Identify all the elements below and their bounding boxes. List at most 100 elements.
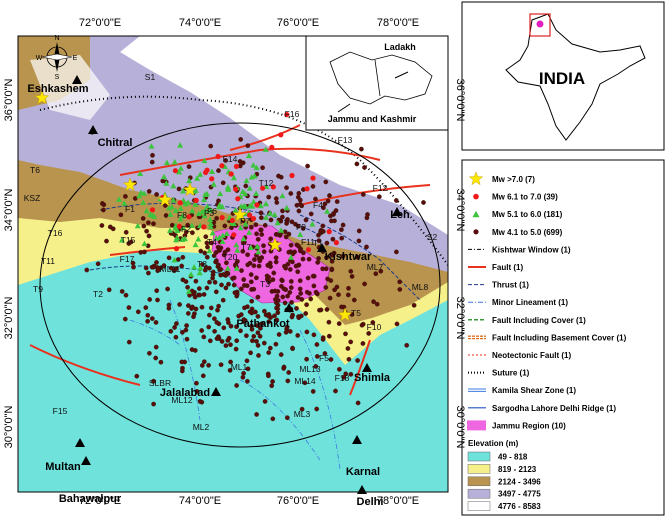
quake-dot: [201, 359, 207, 365]
quake-red: [219, 163, 225, 169]
overview-label: INDIA: [539, 69, 585, 88]
quake-dot: [270, 379, 275, 384]
quake-dot: [267, 345, 273, 351]
quake-dot: [376, 194, 382, 200]
quake-dot: [374, 301, 380, 307]
legend-label: Jammu Region (10): [492, 421, 566, 430]
feature-label: F18: [335, 373, 350, 383]
quake-dot: [273, 259, 279, 265]
quake-dot: [135, 309, 141, 315]
quake-dot: [301, 250, 306, 256]
quake-triangle: [140, 199, 147, 205]
quake-triangle: [188, 222, 195, 228]
quake-triangle: [166, 205, 173, 211]
quake-triangle: [208, 168, 215, 175]
feature-label: ML1: [231, 362, 248, 372]
quake-triangle: [134, 222, 141, 229]
quake-triangle: [234, 247, 241, 253]
quake-triangle: [213, 235, 220, 241]
quake-dot: [282, 300, 288, 306]
lat-label: 32°0'0"N: [454, 297, 466, 340]
quake-dot: [273, 341, 279, 347]
quake-dot: [183, 279, 189, 284]
quake-dot: [283, 265, 289, 271]
quake-triangle: [297, 231, 304, 238]
quake-dot: [269, 383, 275, 389]
quake-dot: [256, 353, 261, 358]
quake-triangle: [262, 200, 269, 207]
quake-dot: [323, 266, 329, 272]
quake-dot: [201, 334, 207, 340]
elevation-swatch: [467, 488, 491, 499]
quake-dot: [286, 231, 292, 237]
quake-dot: [349, 274, 355, 279]
quake-dot: [193, 306, 199, 312]
quake-dot: [288, 191, 294, 196]
quake-dot: [260, 165, 265, 171]
feature-label: T15: [121, 235, 136, 245]
quake-dot: [370, 320, 376, 325]
quake-dot: [308, 296, 314, 302]
quake-dot: [223, 285, 229, 291]
quake-dot: [255, 314, 261, 319]
quake-dot: [313, 364, 319, 369]
quake-dot: [318, 227, 324, 233]
quake-dot: [132, 196, 138, 201]
quake-dot: [123, 292, 129, 298]
lat-label: 36°0'0"N: [454, 79, 466, 122]
quake-red: [270, 184, 276, 190]
quake-triangle: [121, 200, 128, 206]
quake-dot: [346, 285, 351, 291]
place-marker: [72, 75, 82, 84]
legend-label: Kamila Shear Zone (1): [492, 386, 576, 395]
quake-dot: [104, 238, 109, 244]
quake-dot: [176, 186, 182, 192]
quake-dot: [199, 262, 205, 267]
quake-dot: [186, 164, 192, 169]
quake-dot: [259, 321, 265, 327]
quake-dot: [303, 311, 309, 316]
quake-dot: [313, 289, 319, 295]
quake-triangle: [167, 227, 174, 233]
quake-dot: [257, 333, 263, 339]
quake-dot: [207, 279, 212, 285]
quake-triangle: [191, 264, 198, 270]
quake-dot: [310, 273, 316, 279]
quake-dot: [271, 270, 277, 276]
quake-dot: [261, 243, 266, 249]
quake-dot: [341, 375, 347, 380]
quake-dot: [303, 217, 309, 223]
legend-title: Elevation (m): [468, 439, 519, 448]
quake-triangle: [217, 190, 224, 197]
quake-dot: [345, 346, 351, 351]
quake-dot: [281, 366, 287, 371]
quake-dot: [287, 267, 293, 272]
quake-dot: [221, 325, 227, 331]
quake-dot: [180, 254, 186, 260]
quake-dot: [151, 221, 156, 227]
quake-dot: [314, 354, 320, 359]
quake-dot: [240, 374, 246, 380]
lat-label: 36°0'0"N: [3, 79, 15, 122]
elevation-label: 2124 - 3496: [498, 477, 541, 486]
feature-label: F6: [207, 206, 217, 216]
feature-label: T11: [41, 256, 55, 266]
place-marker: [81, 456, 91, 465]
place-marker: [88, 125, 98, 134]
quake-triangle: [180, 224, 187, 231]
quake-dot: [222, 223, 228, 229]
quake-triangle: [207, 223, 214, 230]
quake-triangle: [223, 230, 230, 236]
quake-dot: [216, 248, 222, 253]
feature-label: S1: [145, 72, 156, 82]
feature-label: T5: [351, 308, 361, 318]
feature-label: F10: [367, 322, 382, 332]
quake-dot: [280, 214, 285, 220]
place-label: Karnal: [346, 466, 380, 478]
quake-dot: [254, 323, 260, 328]
quake-dot: [258, 210, 264, 216]
quake-dot: [286, 249, 292, 255]
quake-dot: [243, 183, 249, 189]
quake-triangle: [170, 197, 177, 203]
quake-dot: [294, 306, 299, 311]
